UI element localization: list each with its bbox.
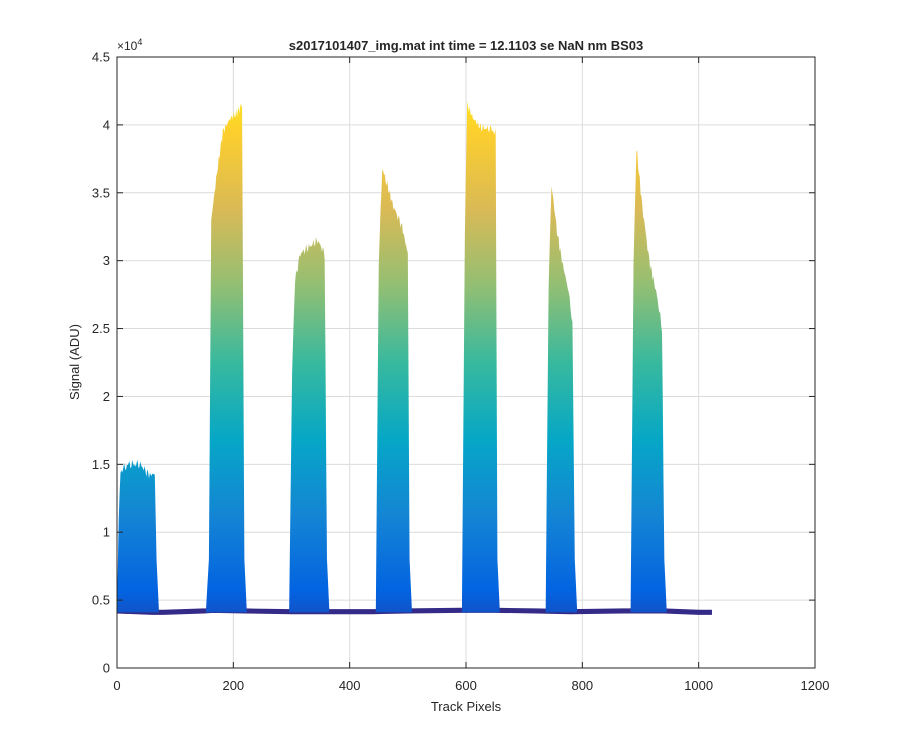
signal-peak-2: [205, 104, 247, 613]
signal-peak-5: [461, 100, 500, 613]
y-tick-label: 4: [103, 117, 110, 132]
y-axis-ticks: 0 0.5 1 1.5 2 2.5 3 3.5 4 4.5: [92, 50, 815, 676]
y-tick-label: 2: [103, 389, 110, 404]
x-axis-ticks: 0 200 400 600 800 1000 1200: [113, 57, 829, 693]
signal-peak-7: [630, 150, 667, 613]
signal-peak-4: [375, 169, 412, 613]
y-tick-label: 0: [103, 661, 110, 676]
y-exponent-base: ×10: [117, 39, 138, 53]
chart-title: s2017101407_img.mat int time = 12.1103 s…: [289, 38, 643, 53]
x-tick-label: 0: [113, 678, 120, 693]
x-tick-label: 1200: [801, 678, 830, 693]
signal-peak-1: [117, 459, 159, 613]
y-tick-label: 3: [103, 253, 110, 268]
y-tick-label: 4.5: [92, 50, 110, 65]
y-exponent-power: 4: [137, 37, 142, 47]
x-tick-label: 1000: [684, 678, 713, 693]
x-tick-label: 400: [339, 678, 361, 693]
signal-peak-3: [289, 236, 330, 613]
x-tick-label: 200: [222, 678, 244, 693]
y-tick-label: 3.5: [92, 185, 110, 200]
y-axis-label: Signal (ADU): [67, 324, 82, 400]
y-tick-label: 1: [103, 525, 110, 540]
y-exponent-label: ×104: [117, 37, 142, 53]
signal-series: [116, 100, 712, 615]
x-tick-label: 600: [455, 678, 477, 693]
y-tick-label: 2.5: [92, 321, 110, 336]
x-axis-label: Track Pixels: [431, 699, 502, 714]
y-tick-label: 1.5: [92, 457, 110, 472]
y-tick-label: 0.5: [92, 593, 110, 608]
signal-peak-6: [545, 186, 578, 613]
x-tick-label: 800: [571, 678, 593, 693]
